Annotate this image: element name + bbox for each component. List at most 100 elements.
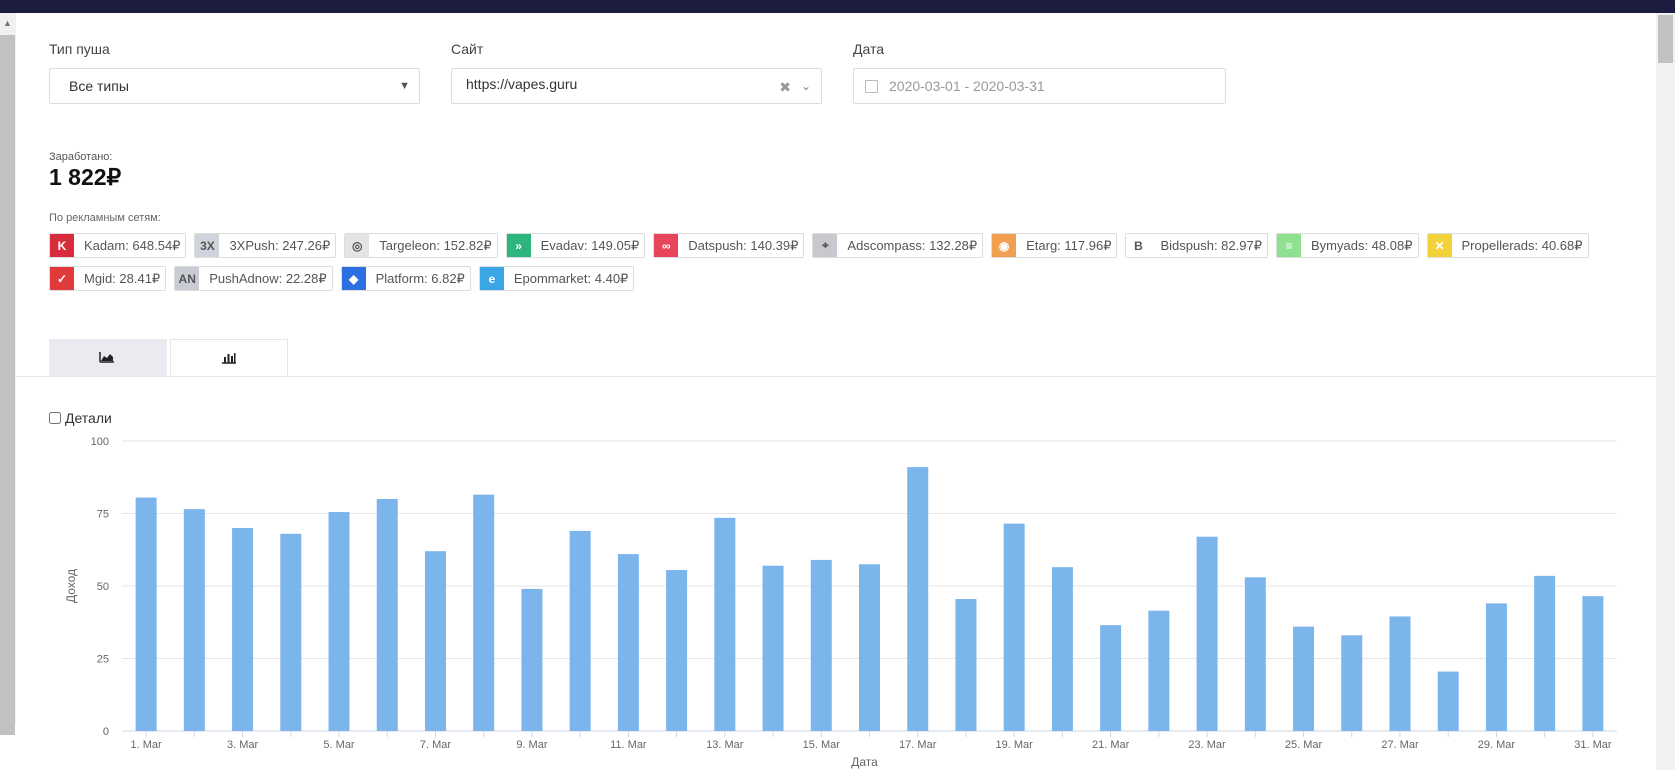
left-scrollbar-thumb[interactable] [0,35,15,735]
date-range-input[interactable]: 2020-03-01 - 2020-03-31 [853,68,1226,104]
site-select[interactable]: https://vapes.guru ✖ ⌄ [451,68,822,104]
network-chip: e Epommarket: 4.40₽ [478,266,635,291]
x-tick-label: 7. Mar [420,739,452,751]
y-axis-title: Доход [64,569,78,603]
x-tick-label: 25. Mar [1285,739,1323,751]
date-label: Дата [853,41,885,57]
bar [521,588,543,731]
network-chip-label: Kadam: 648.54₽ [84,237,181,253]
bar [1196,536,1218,731]
push-type-select[interactable]: Все типы ▼ [49,68,420,104]
network-chip-label: Targeleon: 152.82₽ [379,237,492,253]
network-chip-label: Evadav: 149.05₽ [540,237,640,253]
network-chip-label: Etarg: 117.96₽ [1026,237,1112,253]
network-chip: ✓ Mgid: 28.41₽ [49,266,167,291]
earned-label: Заработано: [49,151,113,163]
bar [1582,596,1604,731]
bar [569,530,591,731]
3xpush-logo-icon: 3X [195,234,220,257]
y-tick-label: 100 [91,436,109,448]
network-chip: K Kadam: 648.54₽ [49,233,187,258]
pushadnow-logo-icon: AN [175,267,200,290]
bar [473,494,495,731]
ad-networks-row: ✓ Mgid: 28.41₽ AN PushAdnow: 22.28₽ ◆ Platfor… [49,266,1649,291]
network-chip: B Bidspush: 82.97₽ [1125,233,1268,258]
site-value: https://vapes.guru [466,76,578,92]
network-chip-label: Epommarket: 4.40₽ [513,270,629,286]
bar [1244,577,1266,731]
bar [1341,635,1363,731]
network-chip: ✕ Propellerads: 40.68₽ [1426,233,1589,258]
network-chip-label: Mgid: 28.41₽ [84,270,161,286]
tabs-divider [16,376,1656,377]
page-scrollbar-thumb[interactable] [1658,15,1673,63]
bar [183,509,205,731]
etarg-logo-icon: ◉ [992,234,1017,257]
network-chip: AN PushAdnow: 22.28₽ [174,266,333,291]
network-chip-label: Propellerads: 40.68₽ [1461,237,1583,253]
bar [232,528,254,731]
bar [424,551,446,731]
x-tick-label: 15. Mar [803,739,841,751]
earned-total: 1 822₽ [49,164,122,190]
bar [1293,626,1315,731]
x-tick-label: 11. Mar [610,739,647,751]
bar [714,517,736,731]
site-label: Сайт [451,41,484,57]
network-chip: ⌖ Adscompass: 132.28₽ [812,233,984,258]
bar [1437,671,1459,731]
x-tick-label: 31. Mar [1574,739,1612,751]
network-chip-label: Adscompass: 132.28₽ [847,237,978,253]
x-tick-label: 27. Mar [1381,739,1419,751]
bar [280,533,302,731]
mgid-logo-icon: ✓ [50,267,74,290]
details-toggle[interactable]: Детали [49,410,112,426]
clear-icon[interactable]: ✖ [779,79,791,95]
network-chip-label: PushAdnow: 22.28₽ [209,270,327,286]
bar [1389,616,1411,731]
kadam-logo-icon: K [50,234,74,257]
bar [328,512,350,731]
page-scrollbar[interactable] [1656,13,1675,770]
network-chip: ◎ Targeleon: 152.82₽ [344,233,498,258]
evadav-logo-icon: » [506,234,531,257]
network-chip-label: 3XPush: 247.26₽ [229,237,331,253]
bar [859,564,880,731]
targeleon-logo-icon: ◎ [345,234,370,257]
x-tick-label: 3. Mar [227,739,259,751]
x-tick-label: 19. Mar [996,739,1034,751]
platform-logo-icon: ◆ [341,267,366,290]
details-checkbox[interactable] [49,412,61,424]
network-chip: ◉ Etarg: 117.96₽ [991,233,1118,258]
x-tick-label: 23. Mar [1188,739,1226,751]
bar [1003,523,1025,731]
ad-networks-row: K Kadam: 648.54₽ 3X 3XPush: 247.26₽ ◎ Targele… [49,233,1649,258]
top-navigation-bar [0,0,1675,13]
bymyads-logo-icon: ≡ [1277,234,1301,257]
y-tick-label: 25 [97,654,109,666]
chevron-down-icon[interactable]: ⌄ [800,79,811,93]
left-scrollbar[interactable]: ▲ [0,13,16,735]
network-chip-label: Bymyads: 48.08₽ [1311,237,1413,253]
x-tick-label: 29. Mar [1478,739,1516,751]
datspush-logo-icon: ∞ [654,234,679,257]
propellerads-logo-icon: ✕ [1427,234,1452,257]
epommarket-logo-icon: e [479,267,504,290]
x-tick-label: 5. Mar [323,739,355,751]
bar [762,565,784,731]
network-chip: » Evadav: 149.05₽ [505,233,646,258]
bar-chart-icon [222,353,236,364]
network-chip-label: Bidspush: 82.97₽ [1160,237,1262,253]
area-chart-tab[interactable] [49,339,167,377]
bar [1534,575,1556,731]
x-tick-label: 13. Mar [706,739,744,751]
scroll-up-arrow-icon[interactable]: ▲ [3,18,12,28]
bar [617,554,639,731]
bar [1485,603,1507,731]
x-tick-label: 17. Mar [899,739,937,751]
ad-networks-list: K Kadam: 648.54₽ 3X 3XPush: 247.26₽ ◎ Targele… [49,233,1649,299]
push-type-value: Все типы [69,78,129,94]
bar [666,570,688,731]
y-tick-label: 50 [97,581,109,593]
